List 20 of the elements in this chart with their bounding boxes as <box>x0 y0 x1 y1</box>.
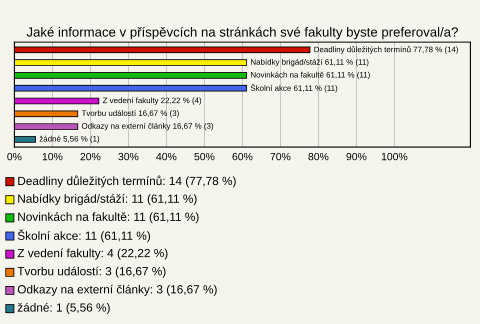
text: Z vedení fakulty: 4 (22,22 %) <box>18 248 168 260</box>
x-tick-label: 60% <box>232 152 252 160</box>
x-tick-label: 70% <box>270 152 290 160</box>
text: Tvorbu událostí: 3 (16,67 %) <box>18 266 166 278</box>
x-tick-label: 90% <box>346 152 366 160</box>
x-tick-label: 40% <box>156 152 176 160</box>
x-tick-label: 50% <box>194 152 214 160</box>
x-tick-label: 0% <box>7 152 22 160</box>
x-tick-label: 30% <box>118 152 138 160</box>
text: Nabídky brigád/stáží: 11 (61,11 %) <box>18 194 197 206</box>
x-tick-label: 80% <box>308 152 328 160</box>
text: Odkazy na externí články: 3 (16,67 %) <box>18 284 217 296</box>
text: žádné: 1 (5,56 %) <box>18 302 110 314</box>
text: Deadliny důležitých termínů: 14 (77,78 %) <box>18 175 236 188</box>
x-tick-label: 10% <box>42 152 62 160</box>
text: Novinkách na fakultě: 11 (61,11 %) <box>18 212 199 224</box>
text: Školní akce: 11 (61,11 %) <box>18 229 150 242</box>
x-tick-label: 100% <box>382 152 408 160</box>
chart-title: Jaké informace v příspěvcích na stránkách své fakulty byste preferoval/a? <box>26 26 458 40</box>
x-tick-label: 20% <box>80 152 100 160</box>
